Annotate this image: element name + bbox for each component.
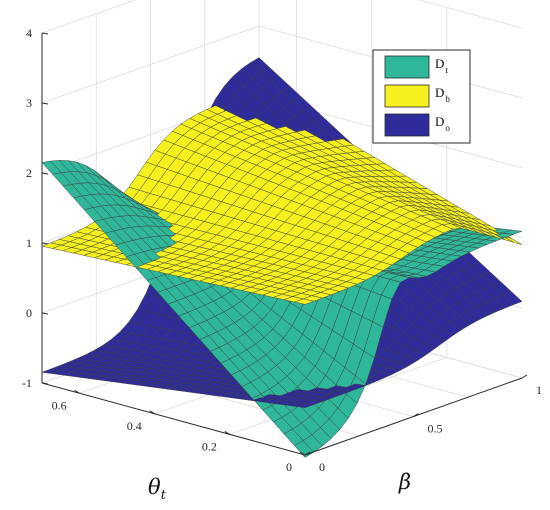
legend-swatch-Dt xyxy=(384,55,430,79)
z-tick-label: 1 xyxy=(26,236,32,250)
beta-tick-mark xyxy=(413,413,419,417)
legend-label-subscript: b xyxy=(445,94,450,104)
theta-tick-mark xyxy=(224,430,231,435)
z-tick-label: -1 xyxy=(22,376,32,390)
beta-tick-label: 0.5 xyxy=(428,422,443,436)
theta-tick-label: 0 xyxy=(286,460,292,474)
theta-tick-label: 0.4 xyxy=(127,419,142,433)
beta-tick-mark xyxy=(521,374,528,379)
axes-frame xyxy=(41,32,528,456)
z-tick-mark xyxy=(41,32,49,35)
z-tick-label: 3 xyxy=(26,96,32,110)
theta-tick-label: 0.2 xyxy=(202,439,217,453)
z-tick-label: 0 xyxy=(26,306,32,320)
y-axis-title: θt xyxy=(148,475,167,503)
y-axis-title-subscript: t xyxy=(161,488,167,503)
surface-patch-Do xyxy=(294,402,314,408)
z-tick-mark xyxy=(41,312,49,315)
z-tick-label: 2 xyxy=(26,166,32,180)
theta-tick-mark xyxy=(299,451,306,456)
z-tick-mark xyxy=(41,102,49,105)
grid-line xyxy=(41,0,137,34)
x-axis-title: β xyxy=(398,470,411,494)
grid-line xyxy=(418,0,523,29)
theta-tick-mark xyxy=(149,410,155,415)
theta-tick-mark xyxy=(74,389,80,394)
surface-patch-Db xyxy=(293,298,315,305)
z-tick-mark xyxy=(41,172,49,175)
theta-axis-line xyxy=(41,382,306,456)
theta-tick-label: 0.6 xyxy=(52,398,67,412)
beta-tick-label: 0 xyxy=(319,460,325,474)
legend-label-subscript: o xyxy=(445,123,450,133)
z-tick-mark xyxy=(41,382,49,385)
beta-tick-label: 1 xyxy=(536,383,542,397)
legend-label-subscript: t xyxy=(445,65,448,75)
tick-labels: -1 0 1 2 3 4 0 0.2 0.4 0.6 0 0.5 1 xyxy=(22,26,542,474)
legend-swatch-Db xyxy=(384,84,430,108)
legend-swatch-Do xyxy=(384,113,430,137)
beta-tick-mark xyxy=(304,451,311,456)
z-tick-label: 4 xyxy=(26,26,32,40)
z-tick-mark xyxy=(41,242,49,245)
surface-meshes xyxy=(41,57,523,458)
